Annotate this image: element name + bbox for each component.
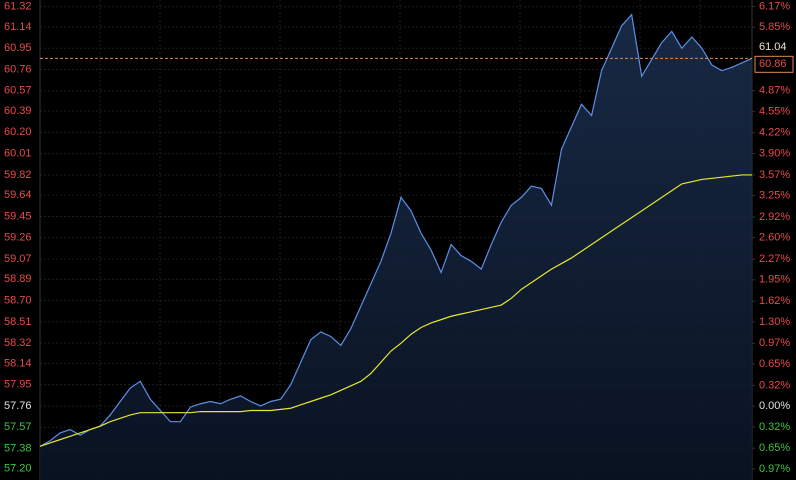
y-tick-label: 60.01 (4, 148, 32, 160)
price-line (39, 13, 753, 447)
y2-tick-label: 4.55% (759, 105, 790, 117)
y-tick-label: 57.20 (4, 463, 32, 475)
y-tick-label: 59.26 (4, 232, 32, 244)
y2-tick-label: 2.92% (759, 211, 790, 223)
y-tick-label: 57.95 (4, 379, 32, 391)
average-line (39, 174, 752, 447)
price-area (40, 14, 752, 480)
y-tick-label: 58.70 (4, 294, 32, 306)
y2-tick-label: 1.62% (759, 295, 790, 307)
high-label-bg (755, 40, 793, 55)
y2-tick-label: 2.60% (759, 232, 790, 244)
y2-tick-label: 0.00% (759, 400, 790, 412)
y2-tick-label: 0.32% (759, 421, 790, 433)
y-tick-label: 58.32 (4, 337, 32, 349)
y-tick-label: 59.07 (4, 253, 32, 265)
y2-tick-label: 0.32% (759, 379, 790, 391)
y-tick-label: 61.32 (4, 1, 32, 13)
y-tick-label: 59.82 (4, 169, 32, 181)
high-label: 61.04 (759, 41, 787, 53)
y2-tick-label: 0.65% (759, 358, 790, 370)
y-tick-label: 59.45 (4, 210, 32, 222)
y2-tick-label: 3.90% (759, 147, 790, 159)
y-tick-label: 60.39 (4, 105, 32, 117)
y2-tick-label: 3.57% (759, 169, 790, 181)
y-tick-label: 57.57 (4, 421, 32, 433)
y-tick-label: 58.89 (4, 273, 32, 285)
current-price-label: 60.86 (759, 58, 787, 70)
y2-tick-label: 0.97% (759, 337, 790, 349)
y2-tick-label: 2.27% (759, 253, 790, 265)
y2-tick-label: 4.22% (759, 127, 790, 139)
y-tick-label: 60.95 (4, 42, 32, 54)
y2-tick-label: 5.85% (759, 21, 790, 33)
y-tick-label: 60.20 (4, 126, 32, 138)
y-tick-label: 57.38 (4, 443, 32, 455)
y2-tick-label: 0.65% (759, 442, 790, 454)
y-tick-label: 59.64 (4, 189, 32, 201)
y-tick-label: 60.57 (4, 85, 32, 97)
current-price-box (754, 55, 794, 73)
y2-tick-label: 4.87% (759, 85, 790, 97)
y2-tick-label: 0.97% (759, 463, 790, 475)
y2-tick-label: 1.95% (759, 274, 790, 286)
y2-tick-label: 6.17% (759, 0, 790, 12)
y-tick-label: 60.76 (4, 63, 32, 75)
y-tick-label: 58.14 (4, 357, 32, 369)
y-tick-label: 58.51 (4, 316, 32, 328)
y-tick-label: 61.14 (4, 21, 32, 33)
y2-tick-label: 3.25% (759, 190, 790, 202)
y-tick-label: 57.76 (4, 400, 32, 412)
y2-tick-label: 1.30% (759, 316, 790, 328)
